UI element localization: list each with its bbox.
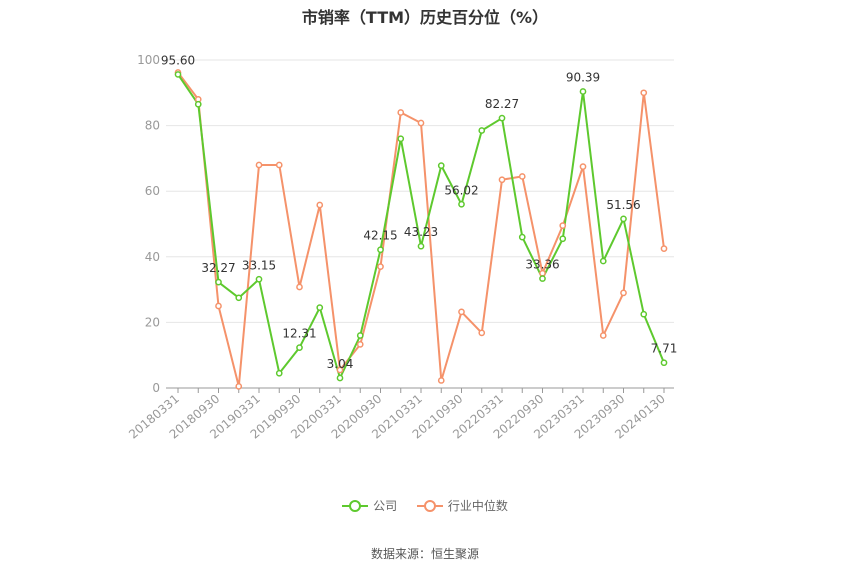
y-tick-label: 40 xyxy=(145,250,160,264)
data-point-company xyxy=(377,246,384,254)
data-point-company xyxy=(296,344,303,351)
data-point-company xyxy=(620,215,627,223)
data-point-industry-median xyxy=(437,377,445,384)
data-point-industry-median xyxy=(579,163,587,170)
data-point-industry-median xyxy=(215,302,222,310)
data-point-company xyxy=(215,278,222,286)
data-point-industry-median xyxy=(336,366,344,374)
legend-item-company[interactable]: 公司 xyxy=(342,497,397,514)
y-tick-label: 0 xyxy=(152,381,160,395)
y-tick-label: 80 xyxy=(145,119,160,133)
legend-industry-symbol xyxy=(416,499,443,513)
data-point-company xyxy=(255,275,263,283)
y-tick-label: 60 xyxy=(145,184,160,198)
data-label: 42.15 xyxy=(363,229,397,243)
legend-company-symbol xyxy=(342,499,369,513)
data-label: 95.60 xyxy=(161,53,195,67)
data-label: 56.02 xyxy=(444,183,478,197)
data-label: 82.27 xyxy=(485,97,519,111)
data-point-industry-median xyxy=(417,119,425,127)
data-point-industry-median xyxy=(599,332,607,339)
data-point-company xyxy=(559,235,567,243)
data-label: 33.36 xyxy=(525,258,559,272)
data-point-company xyxy=(579,88,587,95)
data-point-industry-median xyxy=(275,161,283,169)
data-point-industry-median xyxy=(620,289,627,297)
y-tick-label: 100 xyxy=(137,53,160,67)
data-point-company xyxy=(660,359,668,367)
data-point-industry-median xyxy=(296,283,303,291)
data-point-industry-median xyxy=(660,245,668,252)
data-point-company xyxy=(478,127,486,134)
data-label: 90.39 xyxy=(566,71,600,85)
legend-item-industry-median[interactable]: 行业中位数 xyxy=(416,497,508,514)
data-point-industry-median xyxy=(518,173,526,180)
legend-company-label: 公司 xyxy=(373,499,398,513)
chart-title: 市销率（TTM）历史百分位（%） xyxy=(301,8,549,27)
data-point-industry-median xyxy=(498,176,506,184)
data-point-company xyxy=(174,71,182,78)
legend: 公司 行业中位数 xyxy=(0,497,850,516)
y-tick-label: 20 xyxy=(145,315,160,329)
data-point-company xyxy=(336,374,344,382)
data-label: 3.04 xyxy=(327,357,354,371)
data-point-industry-median xyxy=(356,341,364,348)
data-point-company xyxy=(437,162,445,169)
data-point-industry-median xyxy=(377,263,384,270)
legend-industry-label: 行业中位数 xyxy=(447,499,508,513)
data-point-company xyxy=(235,294,243,302)
data-point-industry-median xyxy=(478,329,486,337)
data-label: 51.56 xyxy=(606,198,640,212)
data-point-industry-median xyxy=(255,161,263,169)
data-point-company xyxy=(599,257,607,265)
data-point-industry-median xyxy=(397,109,405,116)
data-point-company xyxy=(498,114,506,122)
data-label: 12.31 xyxy=(282,327,316,341)
data-label: 32.27 xyxy=(201,261,235,275)
data-label: 43.23 xyxy=(404,225,438,239)
data-point-company xyxy=(640,310,648,318)
data-point-company xyxy=(356,332,364,339)
data-point-industry-median xyxy=(640,89,648,97)
data-point-company xyxy=(397,135,405,143)
data-point-industry-median xyxy=(316,201,324,209)
source-note: 数据来源：恒生聚源 xyxy=(370,547,479,561)
data-point-company xyxy=(518,233,526,241)
data-point-industry-median xyxy=(235,383,243,390)
data-label: 33.15 xyxy=(242,258,276,272)
data-point-company xyxy=(316,304,324,311)
data-point-industry-median xyxy=(458,308,465,316)
data-point-company xyxy=(417,242,425,250)
data-point-company xyxy=(539,275,546,282)
data-point-company xyxy=(194,100,202,108)
data-point-industry-median xyxy=(559,222,567,229)
data-point-company xyxy=(458,200,465,208)
data-label: 7.71 xyxy=(651,342,678,356)
data-point-company xyxy=(275,369,283,377)
